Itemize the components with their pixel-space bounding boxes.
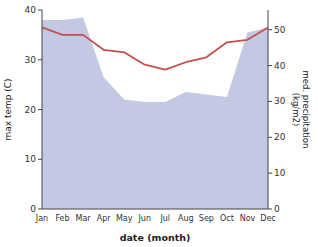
y2-axis-label: med. precipitation(kg/m2) bbox=[291, 71, 311, 149]
x-tick-label: Dec bbox=[260, 214, 275, 223]
y-tick-label: 40 bbox=[25, 5, 37, 15]
x-tick-label: May bbox=[116, 214, 133, 223]
x-axis-line bbox=[42, 209, 268, 210]
y-tick bbox=[38, 10, 42, 11]
y-tick-label: 20 bbox=[25, 105, 37, 115]
x-tick-label: Jan bbox=[35, 214, 48, 223]
y-tick bbox=[38, 109, 42, 110]
y2-tick-label: 50 bbox=[274, 25, 286, 35]
y2-tick bbox=[268, 209, 272, 210]
y-tick bbox=[38, 209, 42, 210]
y-tick bbox=[38, 159, 42, 160]
x-tick-label: Sep bbox=[199, 214, 214, 223]
temperature-line bbox=[42, 27, 268, 69]
x-axis-label: date (month) bbox=[120, 232, 191, 243]
x-tick-label: Jun bbox=[137, 214, 151, 223]
y2-tick bbox=[268, 101, 272, 102]
x-tick-label: Jul bbox=[159, 214, 170, 223]
y2-tick bbox=[268, 173, 272, 174]
precipitation-area bbox=[42, 17, 268, 209]
y2-tick-label: 30 bbox=[274, 96, 286, 106]
y-tick bbox=[38, 59, 42, 60]
x-tick-label: Oct bbox=[220, 214, 234, 223]
y2-axis-label-line: med. precipitation bbox=[301, 71, 311, 149]
y-axis-label: max temp (C) bbox=[3, 78, 13, 140]
x-tick-label: Mar bbox=[76, 214, 92, 223]
x-tick-label: Nov bbox=[240, 214, 256, 223]
y2-tick-label: 0 bbox=[274, 204, 280, 214]
chart: 0 10 20 30 40 0 10 20 30 40 50 Jan Feb Mar Apr May Jun Ju… bbox=[0, 0, 318, 247]
x-tick-label: Aug bbox=[178, 214, 194, 223]
x-tick-label: Apr bbox=[97, 214, 112, 223]
y2-axis-line bbox=[268, 10, 269, 209]
y2-tick bbox=[268, 29, 272, 30]
y2-axis-label-line: (kg/m2) bbox=[291, 93, 301, 127]
x-tick-label: Feb bbox=[55, 214, 69, 223]
plot-area bbox=[42, 17, 268, 209]
y-tick-label: 0 bbox=[30, 204, 36, 214]
y2-tick bbox=[268, 65, 272, 66]
y2-tick-label: 10 bbox=[274, 168, 286, 178]
y-tick-label: 10 bbox=[25, 154, 37, 164]
y2-tick-label: 40 bbox=[274, 61, 286, 71]
y2-tick bbox=[268, 137, 272, 138]
y-tick-label: 30 bbox=[25, 55, 37, 65]
y2-tick-label: 20 bbox=[274, 132, 286, 142]
